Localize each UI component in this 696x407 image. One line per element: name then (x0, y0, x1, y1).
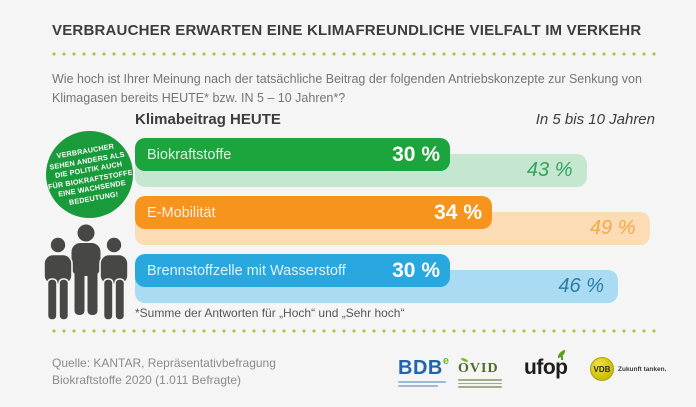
source-line-1: Quelle: KANTAR, Repräsentativbefragung (52, 356, 276, 370)
dotted-divider-top (52, 52, 656, 56)
today-value-label: 30 % (392, 258, 440, 282)
highlight-badge-text: VERBRAUCHER SEHEN ANDERS ALS DIE POLITIK… (42, 139, 136, 210)
today-bar: E-Mobilität 34 % (135, 196, 492, 229)
future-value-label: 46 % (558, 275, 604, 297)
today-value-label: 30 % (392, 142, 440, 166)
column-header-future: In 5 bis 10 Jahren (535, 111, 655, 128)
category-label: Brennstoffzelle mit Wasserstoff (147, 262, 346, 279)
footnote: *Summe der Antworten für „Hoch“ und „Seh… (135, 306, 405, 320)
ufop-logo: ufop (524, 349, 568, 379)
vdb-logo-tagline: Zukunft tanken. (618, 365, 667, 373)
ovid-leaf-icon (461, 358, 468, 362)
ufop-logo-text: ufop (524, 356, 568, 379)
bdb-logo-fineprint (398, 381, 446, 383)
today-value-label: 34 % (434, 200, 482, 224)
bdb-logo-fineprint (398, 385, 438, 387)
today-bar: Brennstoffzelle mit Wasserstoff 30 % (135, 254, 450, 287)
bdb-logo-text: BDBe (398, 355, 450, 379)
bar-row-biokraftstoffe: 43 % Biokraftstoffe 30 % (135, 138, 665, 187)
highlight-badge: VERBRAUCHER SEHEN ANDERS ALS DIE POLITIK… (39, 124, 140, 225)
source-line-2: Biokraftstoffe 2020 (1.011 Befragte) (52, 372, 242, 387)
ovid-logo-text: OVID (458, 358, 499, 376)
vdb-logo-seal: VDB (590, 357, 614, 381)
ovid-logo: OVID (458, 358, 502, 388)
future-value-label: 49 % (589, 217, 636, 239)
bar-row-e-mobilitaet: 49 % E-Mobilität 34 % (135, 196, 665, 245)
ufop-leaf-stem (561, 356, 563, 360)
people-group-icon (43, 224, 129, 321)
bar-row-brennstoffzelle: 46 % Brennstoffzelle mit Wasserstoff 30 … (135, 254, 665, 303)
bar-chart: 43 % Biokraftstoffe 30 % 49 % E-Mobilitä… (135, 138, 665, 312)
vdb-logo: VDB Zukunft tanken. (590, 357, 666, 381)
bdb-logo: BDBe (398, 356, 449, 387)
dotted-divider-bottom (52, 329, 656, 333)
today-bar: Biokraftstoffe 30 % (135, 138, 450, 171)
category-label: Biokraftstoffe (147, 146, 232, 163)
column-header-today: Klimabeitrag HEUTE (135, 111, 281, 128)
bdb-logo-superscript: e (442, 355, 450, 367)
ovid-logo-fineprint (458, 379, 502, 388)
future-value-label: 43 % (526, 159, 573, 181)
survey-question: Wie hoch ist Ihrer Meinung nach der tats… (52, 72, 642, 106)
category-label: E-Mobilität (147, 204, 216, 221)
source-attribution: Quelle: KANTAR, Repräsentativbefragung B… (52, 355, 276, 389)
page-title: VERBRAUCHER ERWARTEN EINE KLIMAFREUNDLIC… (52, 22, 642, 39)
vdb-logo-text: VDB (593, 364, 611, 374)
partner-logos: BDBe OVID ufop VDB Zukunft tanken. (398, 349, 668, 399)
